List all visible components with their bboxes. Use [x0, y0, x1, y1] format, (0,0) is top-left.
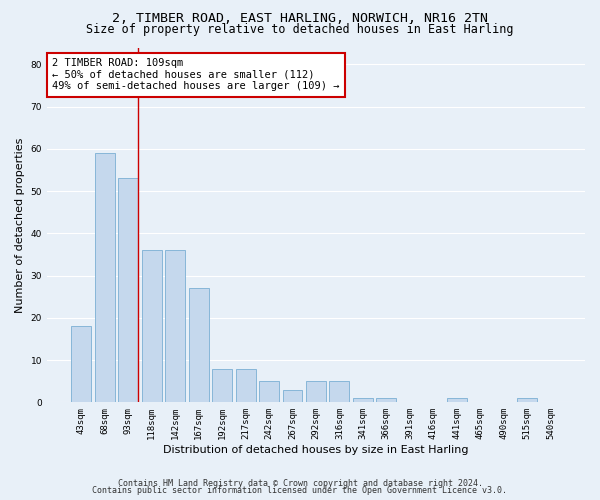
Bar — [95, 153, 115, 402]
Y-axis label: Number of detached properties: Number of detached properties — [15, 137, 25, 312]
Bar — [376, 398, 397, 402]
Text: 2, TIMBER ROAD, EAST HARLING, NORWICH, NR16 2TN: 2, TIMBER ROAD, EAST HARLING, NORWICH, N… — [112, 12, 488, 26]
Bar — [142, 250, 162, 402]
Bar — [353, 398, 373, 402]
Bar — [236, 368, 256, 402]
Bar — [517, 398, 537, 402]
Bar — [447, 398, 467, 402]
Bar — [283, 390, 302, 402]
Bar — [165, 250, 185, 402]
Text: Contains public sector information licensed under the Open Government Licence v3: Contains public sector information licen… — [92, 486, 508, 495]
Text: 2 TIMBER ROAD: 109sqm
← 50% of detached houses are smaller (112)
49% of semi-det: 2 TIMBER ROAD: 109sqm ← 50% of detached … — [52, 58, 340, 92]
Bar — [188, 288, 209, 403]
Bar — [118, 178, 138, 402]
X-axis label: Distribution of detached houses by size in East Harling: Distribution of detached houses by size … — [163, 445, 469, 455]
Text: Size of property relative to detached houses in East Harling: Size of property relative to detached ho… — [86, 22, 514, 36]
Bar — [71, 326, 91, 402]
Bar — [329, 381, 349, 402]
Bar — [259, 381, 279, 402]
Bar — [212, 368, 232, 402]
Text: Contains HM Land Registry data © Crown copyright and database right 2024.: Contains HM Land Registry data © Crown c… — [118, 478, 482, 488]
Bar — [306, 381, 326, 402]
